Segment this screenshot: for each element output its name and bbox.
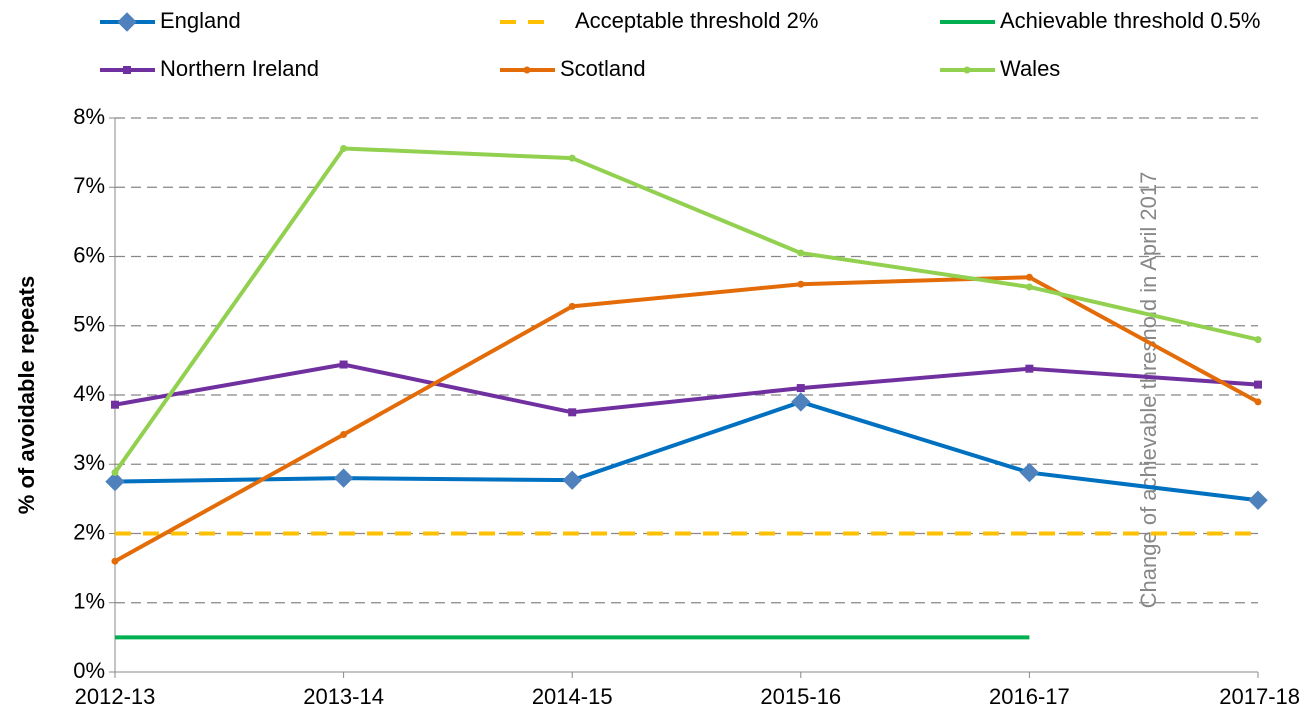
y-tick-label: 4%: [73, 381, 105, 406]
line: [114, 362, 1259, 415]
line: [114, 275, 1259, 563]
marker: [105, 471, 125, 492]
legend-label: England: [160, 8, 241, 33]
marker: [562, 470, 582, 490]
y-tick-label: 5%: [73, 312, 105, 337]
x-tick-label: 2016-17: [989, 684, 1070, 709]
line: [114, 399, 1259, 503]
marker: [111, 557, 119, 565]
marker: [339, 360, 348, 369]
x-tick-label: 2015-16: [760, 684, 841, 709]
marker: [797, 249, 805, 257]
marker: [117, 12, 137, 32]
marker: [1019, 462, 1040, 483]
series: [111, 273, 1262, 565]
x-tick-label: 2017-18: [1219, 684, 1300, 709]
legend-label: Northern Ireland: [160, 56, 319, 81]
marker: [568, 302, 576, 310]
marker: [1025, 364, 1034, 373]
marker: [111, 400, 119, 409]
y-tick-label: 2%: [73, 519, 105, 544]
marker: [797, 280, 805, 288]
marker: [523, 66, 531, 74]
series: [105, 392, 1268, 510]
marker: [796, 384, 805, 393]
marker: [791, 392, 811, 412]
y-tick-label: 1%: [73, 589, 105, 614]
marker: [1254, 380, 1262, 389]
x-tick-label: 2013-14: [303, 684, 384, 709]
marker: [340, 430, 348, 438]
annotation: Change of achievable threshold in April …: [1136, 172, 1161, 609]
x-tick-label: 2014-15: [532, 684, 613, 709]
series: [111, 360, 1262, 417]
marker: [1248, 490, 1268, 510]
marker: [1254, 336, 1262, 344]
legend-label: Scotland: [560, 56, 646, 81]
marker: [340, 144, 348, 152]
line: [113, 146, 1259, 474]
marker: [1025, 273, 1033, 281]
marker: [1254, 398, 1262, 406]
x-tick-label: 2012-13: [75, 684, 156, 709]
y-tick-label: 0%: [73, 658, 105, 683]
marker: [568, 408, 577, 417]
y-tick-label: 3%: [73, 450, 105, 475]
marker: [963, 66, 971, 74]
y-tick-label: 8%: [73, 104, 105, 129]
marker: [1025, 283, 1033, 291]
y-axis-label: % of avoidable repeats: [14, 276, 39, 514]
legend-label: Acceptable threshold 2%: [575, 8, 818, 33]
marker: [333, 468, 354, 488]
y-tick-label: 6%: [73, 242, 105, 267]
series: [111, 144, 1262, 477]
legend-label: Achievable threshold 0.5%: [1000, 8, 1261, 33]
y-tick-label: 7%: [73, 173, 105, 198]
marker: [123, 66, 131, 74]
marker: [111, 469, 119, 477]
legend-label: Wales: [1000, 56, 1060, 81]
marker: [568, 154, 576, 162]
